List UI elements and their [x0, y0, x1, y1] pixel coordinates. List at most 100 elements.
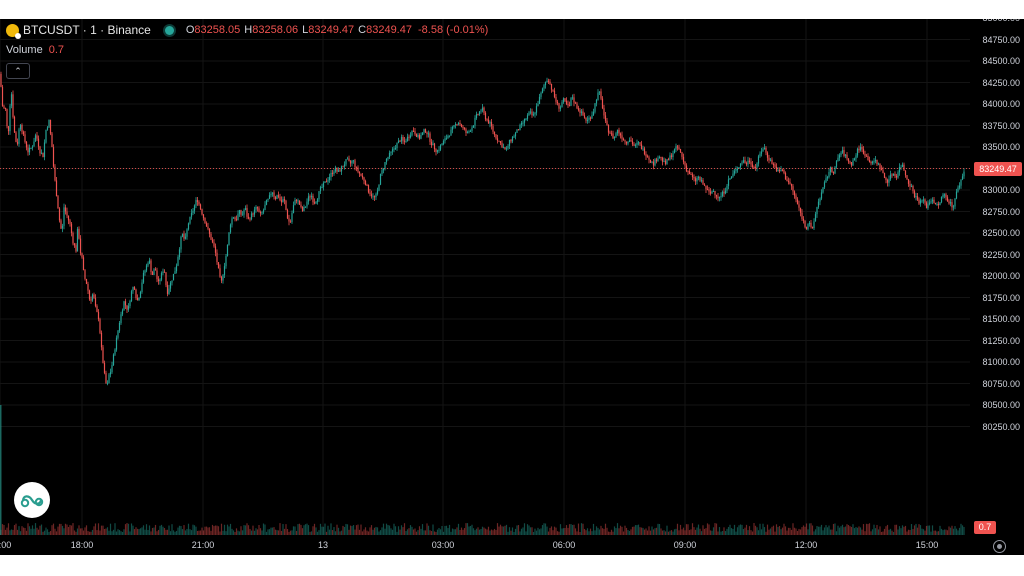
candle — [471, 127, 473, 131]
volume-bar — [67, 527, 70, 535]
volume-bar — [739, 524, 742, 535]
candle — [789, 182, 791, 184]
candle — [211, 239, 214, 243]
volume-bar — [222, 530, 224, 535]
volume-bar — [201, 527, 203, 535]
candle — [906, 175, 908, 180]
time-axis[interactable]: 15:00 18:00 21:00 13 03:00 06:00 09:00 12:00 15:… — [0, 535, 1024, 555]
candle — [300, 204, 302, 208]
volume-bar — [696, 527, 698, 535]
candle — [117, 330, 119, 338]
time-tick-label: 06:00 — [552, 540, 576, 550]
volume-bar — [64, 523, 67, 535]
candle — [378, 184, 380, 191]
volume-bar — [475, 528, 478, 535]
candle — [417, 134, 419, 137]
volume-bar — [943, 529, 946, 535]
volume-bar — [580, 523, 583, 535]
candle — [529, 111, 532, 113]
candle — [697, 177, 700, 179]
volume-bar — [397, 526, 400, 535]
volume-bar — [921, 528, 923, 535]
candle — [867, 155, 869, 161]
candle — [538, 96, 541, 104]
volume-bar — [259, 528, 262, 535]
candle — [22, 131, 25, 135]
volume-bar — [919, 525, 922, 535]
volume-bar — [768, 529, 770, 535]
candle — [630, 140, 632, 142]
volume-bar — [948, 526, 950, 535]
volume-bar — [793, 527, 796, 535]
volume-bar — [715, 523, 718, 535]
candle — [498, 140, 500, 142]
collapse-legend-button[interactable]: ⌃ — [6, 63, 30, 79]
candle — [885, 177, 887, 181]
candle — [453, 125, 455, 127]
volume-bar — [942, 530, 944, 535]
volume-bar — [924, 530, 926, 535]
candle — [828, 172, 830, 177]
candle — [105, 372, 107, 384]
volume-bar — [150, 531, 152, 535]
candle — [487, 119, 490, 124]
candle — [460, 124, 463, 127]
candle — [633, 144, 635, 146]
candle — [502, 147, 505, 149]
candle — [756, 163, 758, 168]
volume-bar — [864, 531, 866, 535]
volume-bar — [430, 531, 433, 535]
candle — [415, 134, 418, 137]
volume-bar — [538, 529, 541, 535]
candle — [792, 186, 794, 192]
candle — [591, 115, 593, 119]
candle — [241, 214, 244, 216]
candle — [28, 147, 31, 153]
candle — [99, 319, 101, 333]
volume-bar — [0, 405, 2, 535]
candle — [553, 90, 556, 97]
volume-bar — [523, 523, 526, 535]
volume-bar — [81, 528, 83, 535]
price-axis[interactable]: 85000.00 84750.00 84500.00 84250.00 84000.00… — [970, 19, 1024, 535]
volume-bar — [520, 528, 523, 535]
volume-bar — [240, 526, 242, 535]
volume-bar — [385, 523, 388, 535]
candle — [436, 150, 439, 152]
candle — [388, 152, 391, 158]
ohlc-open-label: O — [185, 24, 195, 36]
volume-bar — [892, 531, 895, 535]
candle — [484, 112, 487, 120]
volume-bar — [462, 529, 464, 535]
candle — [940, 197, 943, 203]
volume-bar — [546, 526, 548, 535]
candle — [705, 185, 707, 190]
volume-bar — [741, 524, 743, 535]
candle — [474, 118, 476, 126]
candle — [213, 242, 215, 247]
candle — [775, 166, 778, 171]
candle — [550, 83, 553, 90]
volume-bar — [745, 524, 748, 535]
tradingview-logo[interactable] — [14, 482, 50, 518]
volume-bar — [907, 529, 910, 535]
volume-bar — [472, 528, 475, 535]
price-plot[interactable] — [0, 19, 970, 535]
volume-bar — [673, 529, 676, 535]
time-tick-label: 21:00 — [191, 540, 215, 550]
candle — [807, 224, 809, 230]
candle — [108, 374, 110, 384]
candle — [618, 129, 620, 134]
symbol-title[interactable]: BTCUSDT · 1 · Binance — [23, 23, 151, 37]
candle — [760, 151, 763, 154]
volume-bar — [223, 524, 226, 535]
volume-bar — [786, 530, 788, 535]
volume-bar — [747, 530, 749, 535]
volume-bar — [922, 529, 925, 535]
candle — [298, 200, 301, 205]
volume-bar — [916, 527, 919, 535]
settings-icon[interactable] — [993, 540, 1006, 553]
candle — [4, 107, 7, 110]
chart-frame[interactable]: BTCUSDT · 1 · Binance O 83258.05 H 83258.0… — [0, 19, 1024, 555]
candle — [507, 145, 509, 149]
